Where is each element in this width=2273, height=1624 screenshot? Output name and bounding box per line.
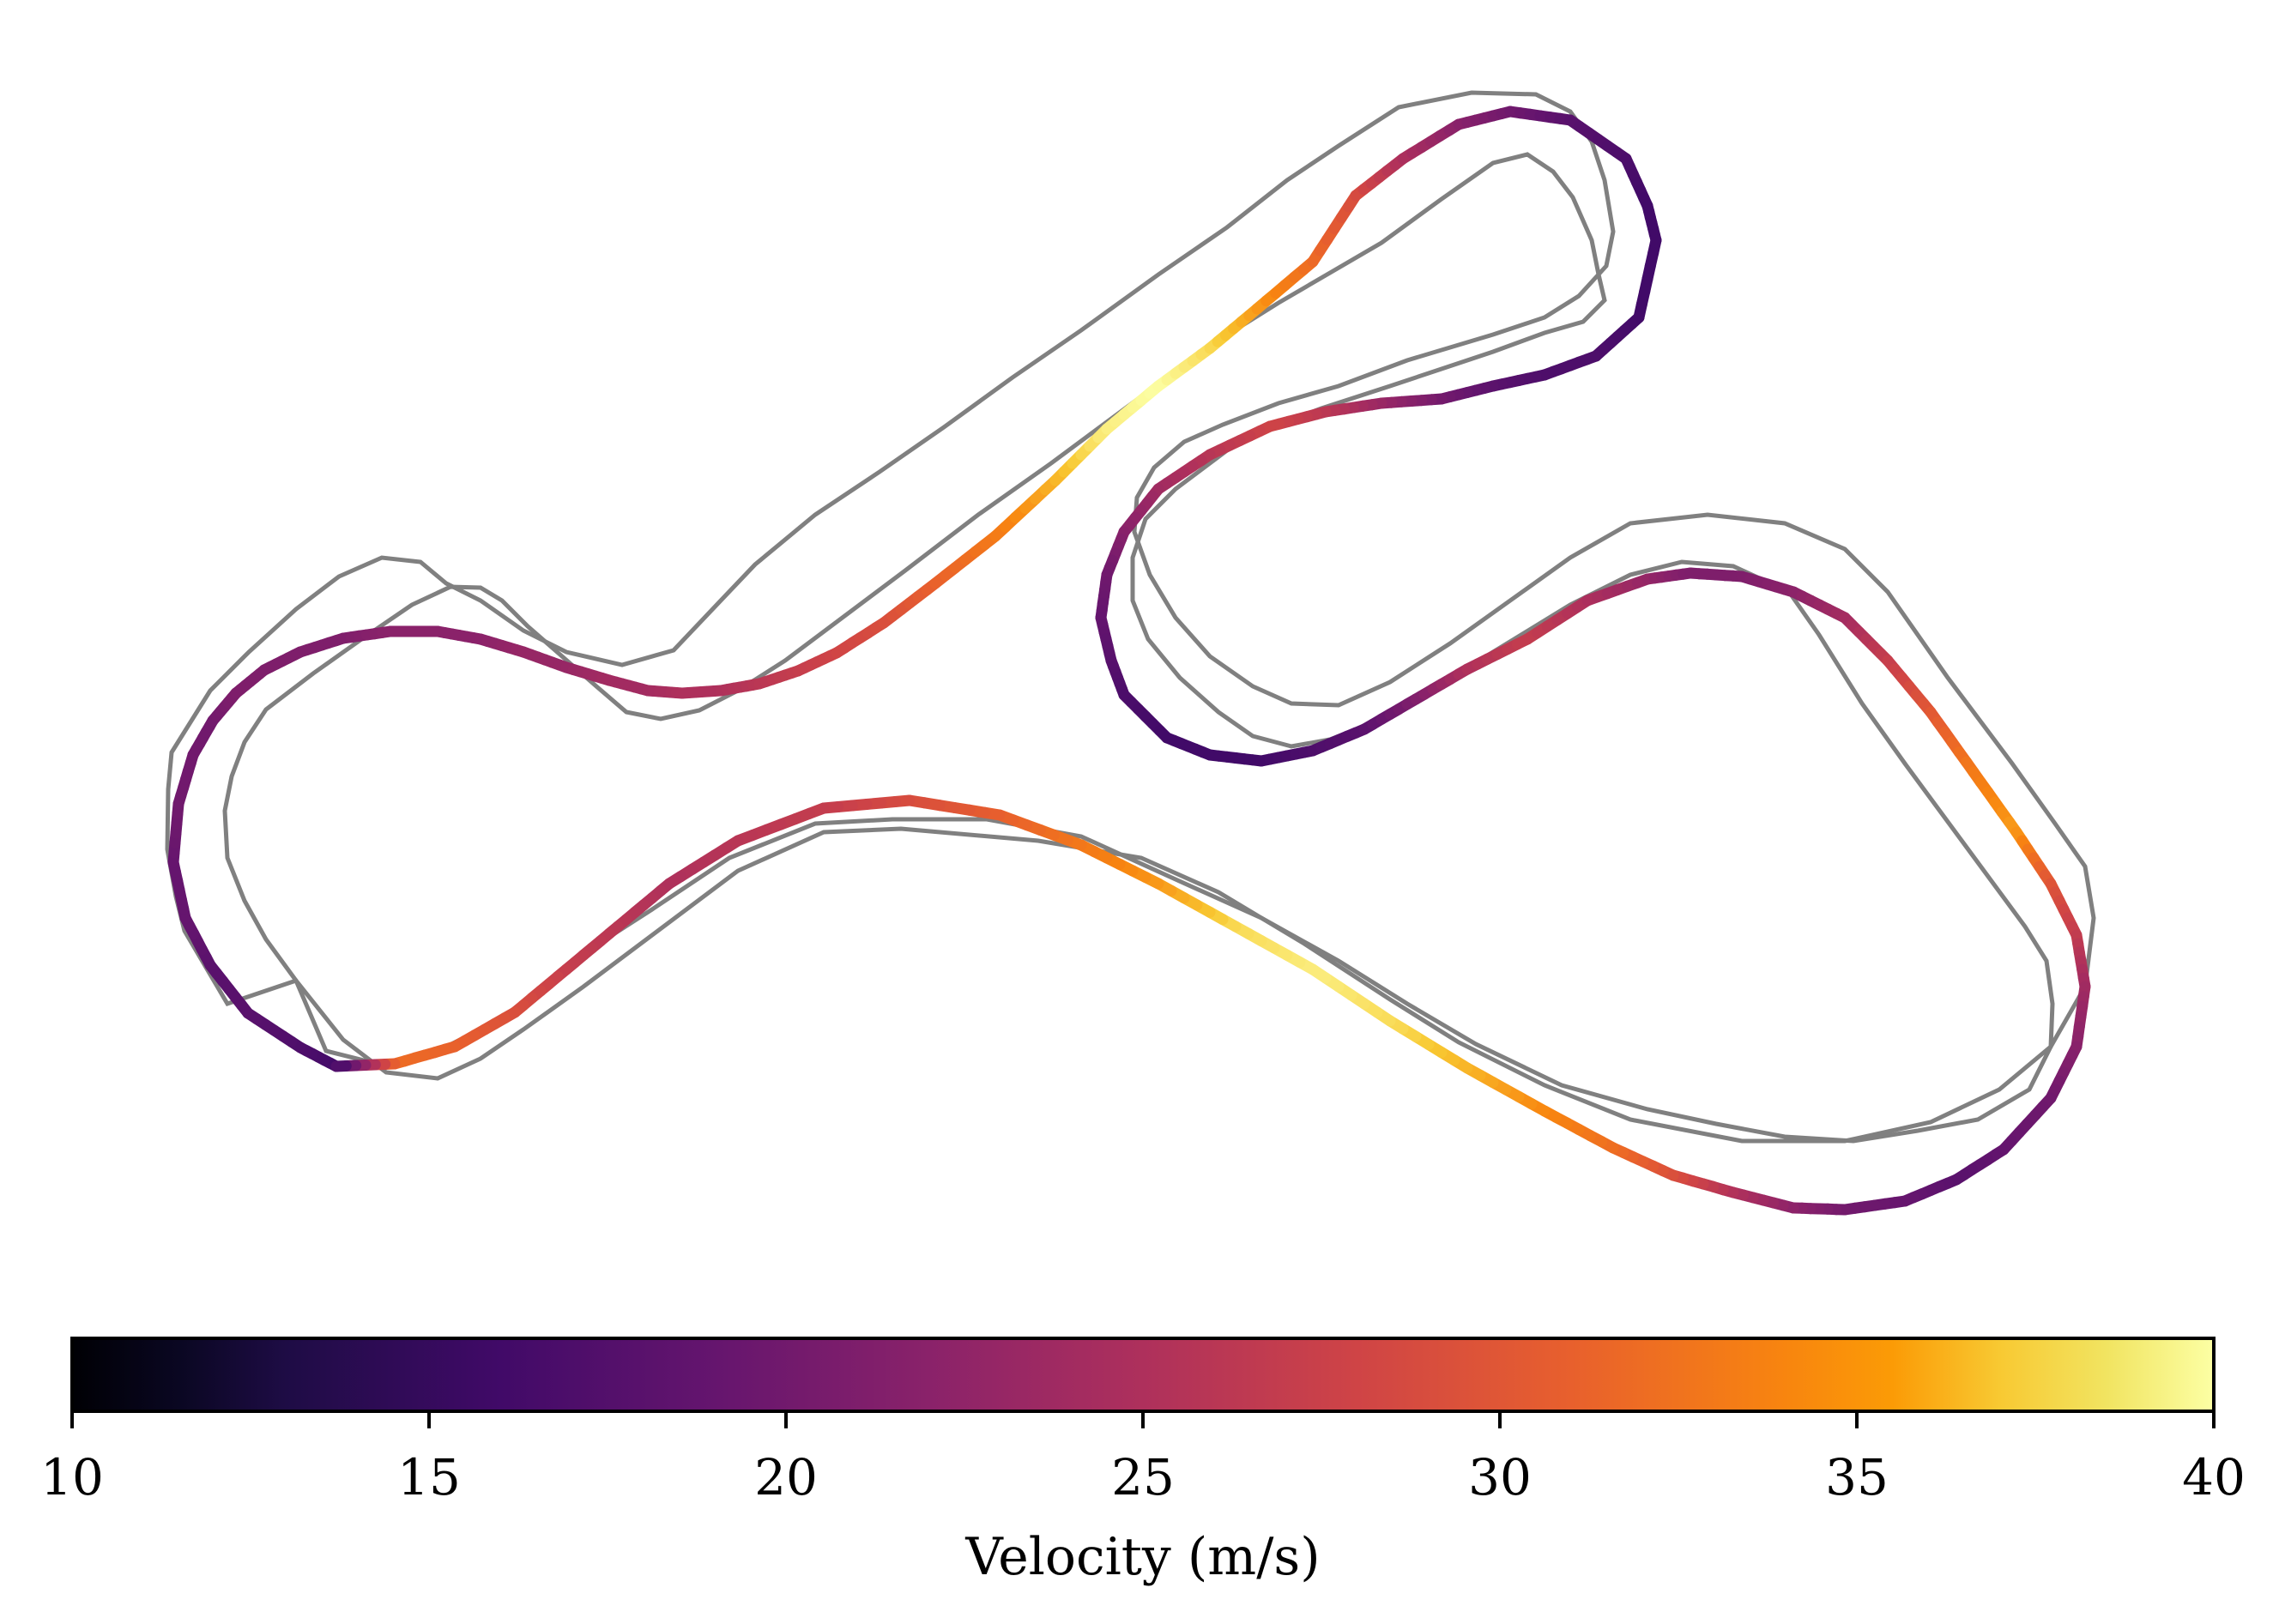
colorbar-tick-label: 20 [754,1448,818,1506]
colorbar-label: Velocity (m/s) [964,1527,1320,1587]
track-inner-boundary [222,152,2055,1144]
colorbar-gradient [70,1337,2216,1413]
colorbar-tick-label: 15 [397,1448,461,1506]
racing-line-segment [330,1060,352,1072]
colorbar-tick-label: 10 [40,1448,104,1506]
racing-line [167,106,2091,1216]
colorbar: 10 15 20 25 30 35 40 Velocity (m/s) [40,1337,2246,1587]
colorbar-tick-label: 25 [1111,1448,1175,1506]
track-plot-area [165,90,2096,1216]
colorbar-tick-label: 30 [1468,1448,1532,1506]
colorbar-tick-label: 35 [1825,1448,1889,1506]
colorbar-tick-label: 40 [2182,1448,2246,1506]
colorbar-ticks: 10 15 20 25 30 35 40 [40,1411,2246,1506]
